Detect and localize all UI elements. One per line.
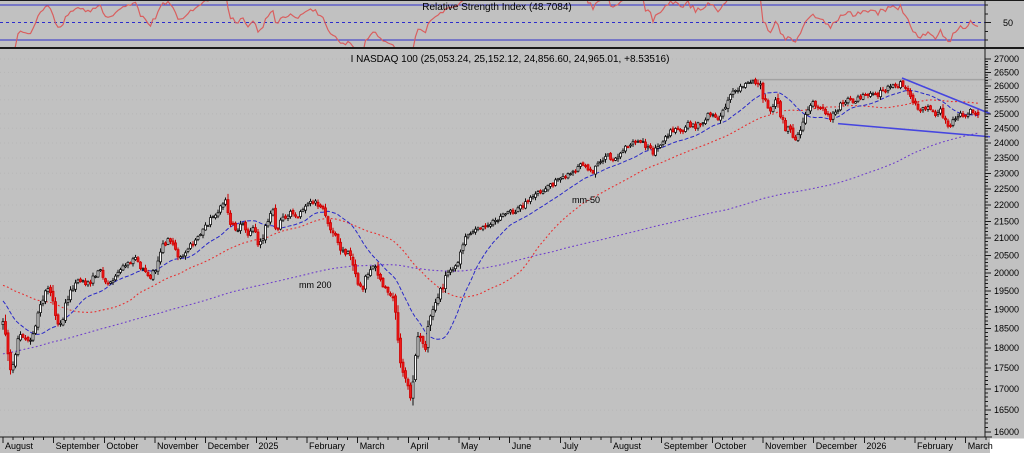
rsi-axis-ticks <box>985 4 991 41</box>
month-label: October <box>714 441 746 451</box>
month-label: September <box>664 441 708 451</box>
price-axis-label: 22000 <box>994 200 1019 210</box>
month-label: April <box>410 441 428 451</box>
main-chart-title: I NASDAQ 100 (25,053.24, 25,152.12, 24,8… <box>351 54 670 65</box>
price-axis-label: 22500 <box>994 184 1019 194</box>
month-label: September <box>56 441 100 451</box>
price-axis-label: 18000 <box>994 343 1019 353</box>
price-axis-label: 23000 <box>994 168 1019 178</box>
grid-layer <box>0 58 992 433</box>
month-label: March <box>360 441 385 451</box>
month-label: March <box>968 441 993 451</box>
month-label: November <box>765 441 807 451</box>
month-label: August <box>5 441 34 451</box>
rsi-panel-group <box>0 1 985 47</box>
month-label: October <box>106 441 138 451</box>
price-axis-label: 21500 <box>994 216 1019 226</box>
annotation-layer <box>837 77 991 138</box>
price-axis-label: 19500 <box>994 286 1019 296</box>
up-candle-bodies <box>1 80 972 399</box>
series-layer <box>0 1 985 406</box>
month-label: December <box>816 441 858 451</box>
price-axis-label: 16000 <box>994 427 1019 437</box>
price-axis-label: 20000 <box>994 268 1019 278</box>
titles-layer: Relative Strength Index (48.7084) I NASD… <box>299 2 1013 290</box>
ma200-label: mm 200 <box>299 280 332 290</box>
month-label: May <box>461 441 479 451</box>
price-series-group <box>1 77 980 406</box>
price-axis-label: 17000 <box>994 384 1019 394</box>
month-label: August <box>613 441 642 451</box>
month-label: June <box>512 441 532 451</box>
price-axis-label: 27000 <box>994 54 1019 64</box>
price-axis-label: 26500 <box>994 67 1019 77</box>
price-axis-label: 23500 <box>994 153 1019 163</box>
price-axis-label: 20500 <box>994 250 1019 260</box>
price-axis-label: 17500 <box>994 363 1019 373</box>
ma50-label: mm-50 <box>572 195 600 205</box>
ma200-line <box>2 132 979 355</box>
month-label: December <box>208 441 250 451</box>
price-axis-label: 24500 <box>994 123 1019 133</box>
price-axis-label: 16500 <box>994 405 1019 415</box>
ma20-line <box>2 89 979 340</box>
rsi-axis-50-label: 50 <box>1003 18 1013 28</box>
month-label: 2026 <box>866 441 886 451</box>
price-axis-label: 19000 <box>994 305 1019 315</box>
price-axis-label: 18500 <box>994 324 1019 334</box>
price-axis-label: 21000 <box>994 233 1019 243</box>
trend-line-1[interactable] <box>901 77 991 115</box>
corner-box <box>990 438 1024 453</box>
rsi-line <box>14 1 979 47</box>
month-label: November <box>157 441 199 451</box>
price-axis-label: 25000 <box>994 109 1019 119</box>
price-axis-ticks: 16000 16500 17000 17500 18000 18500 19000 19500… <box>985 54 1019 437</box>
trend-line-2[interactable] <box>837 122 991 138</box>
down-candle-bodies <box>4 79 980 399</box>
month-label: February <box>917 441 954 451</box>
rsi-title: Relative Strength Index (48.7084) <box>422 2 572 13</box>
month-label: July <box>562 441 579 451</box>
price-axis-label: 24000 <box>994 138 1019 148</box>
price-axis-label: 26000 <box>994 81 1019 91</box>
month-label: 2025 <box>258 441 278 451</box>
month-label: February <box>309 441 346 451</box>
price-axis-label: 25500 <box>994 95 1019 105</box>
time-axis-ticks: August September October November December 20… <box>2 437 993 451</box>
